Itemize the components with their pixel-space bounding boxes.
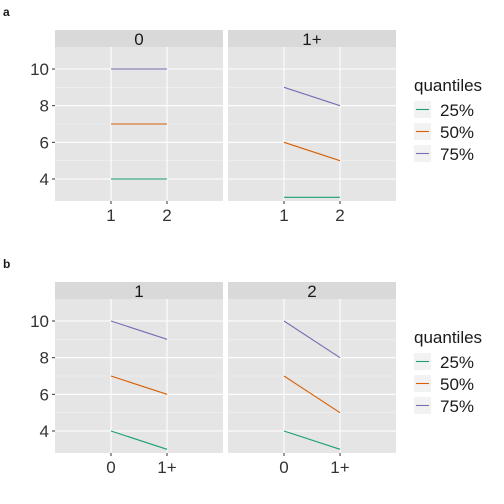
legend-label: 50% xyxy=(440,123,474,142)
legend-label: 25% xyxy=(440,353,474,372)
series-line xyxy=(283,375,341,414)
legend-label: 75% xyxy=(440,145,474,164)
legend-title: quantiles xyxy=(414,328,482,347)
x-tick-label: 1+ xyxy=(330,458,349,477)
y-tick-label: 8 xyxy=(40,349,49,368)
facet-strip-label: 1 xyxy=(134,282,143,301)
y-tick-label: 6 xyxy=(40,385,49,404)
x-tick-label: 1 xyxy=(106,206,115,225)
facet-strip xyxy=(228,30,396,47)
y-tick-label: 4 xyxy=(40,170,49,189)
x-tick-label: 0 xyxy=(279,458,288,477)
facet-panel: 2 0 1+ xyxy=(228,282,396,477)
series-line xyxy=(110,430,168,450)
y-tick-label: 4 xyxy=(40,422,49,441)
x-tick-label: 1 xyxy=(279,206,288,225)
facet-panel: 0 1 2 xyxy=(55,30,223,225)
y-tick-label: 10 xyxy=(30,60,49,79)
legend: quantiles 25% 50% 75% xyxy=(414,328,482,416)
legend-label: 75% xyxy=(440,397,474,416)
y-tick-label: 10 xyxy=(30,312,49,331)
figure-tag: b xyxy=(3,257,10,271)
facet-strip xyxy=(228,282,396,299)
x-tick-label: 1+ xyxy=(157,458,176,477)
facet-panel: 1+ 1 2 xyxy=(228,30,396,225)
legend-label: 25% xyxy=(440,101,474,120)
legend: quantiles 25% 50% 75% xyxy=(414,76,482,164)
series-line xyxy=(110,320,168,340)
x-tick-label: 0 xyxy=(106,458,115,477)
facet-strip-label: 2 xyxy=(307,282,316,301)
series-line xyxy=(283,430,341,450)
facet-strip-label: 0 xyxy=(134,30,143,49)
facet-panel: 1 0 1+ xyxy=(55,282,223,477)
x-tick-label: 2 xyxy=(335,206,344,225)
facet-strip-label: 1+ xyxy=(302,30,321,49)
chart-a: a 4 6 8 10 0 1 2 1+ 1 2 quantiles 25% 50% 75% xyxy=(3,5,482,225)
series-line xyxy=(283,320,341,359)
facet-strip xyxy=(55,30,223,47)
facet-strip xyxy=(55,282,223,299)
legend-label: 50% xyxy=(440,375,474,394)
y-tick-label: 8 xyxy=(40,97,49,116)
legend-title: quantiles xyxy=(414,76,482,95)
series-line xyxy=(283,86,341,107)
y-tick-label: 6 xyxy=(40,133,49,152)
series-line xyxy=(110,375,168,395)
series-line xyxy=(283,141,341,162)
x-tick-label: 2 xyxy=(162,206,171,225)
figure-tag: a xyxy=(3,5,10,19)
